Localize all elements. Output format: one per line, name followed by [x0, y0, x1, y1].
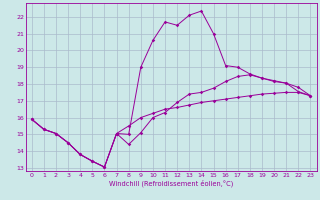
X-axis label: Windchill (Refroidissement éolien,°C): Windchill (Refroidissement éolien,°C) [109, 179, 233, 187]
